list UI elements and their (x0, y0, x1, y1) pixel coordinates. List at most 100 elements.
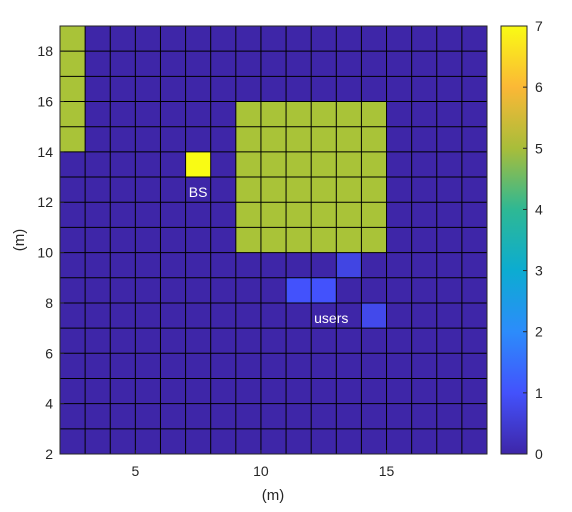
heatmap-cell (386, 227, 412, 253)
heatmap-cell (185, 302, 211, 329)
heatmap-cell (185, 177, 211, 203)
heatmap-cell (411, 403, 437, 429)
heatmap-cell (185, 126, 211, 152)
heatmap-cell (260, 353, 287, 379)
heatmap-cell (110, 302, 136, 329)
heatmap-cell (411, 26, 437, 52)
heatmap-cell (311, 177, 337, 203)
heatmap-cell (110, 51, 136, 77)
heatmap-cell (386, 101, 412, 127)
x-axis: 5 10 15 (131, 450, 395, 479)
heatmap-cell (436, 252, 462, 278)
heatmap-cell (110, 353, 136, 379)
heatmap-cell (235, 51, 261, 77)
heatmap-cell (311, 403, 337, 429)
heatmap-cell (235, 151, 261, 178)
heatmap-cell (85, 151, 111, 178)
heatmap-cell (60, 177, 86, 203)
heatmap-cell (210, 177, 236, 203)
heatmap-cell (260, 252, 287, 278)
heatmap-cell (160, 277, 186, 303)
heatmap-cell (260, 177, 287, 203)
heatmap-cell (461, 76, 487, 102)
heatmap-cell (85, 227, 111, 253)
heatmap-cell (235, 252, 261, 278)
heatmap-cell (210, 302, 236, 329)
heatmap-cell (185, 51, 211, 77)
heatmap-cell (210, 428, 236, 454)
heatmap-cell (160, 227, 186, 253)
heatmap-cell (110, 76, 136, 102)
heatmap-cell (386, 76, 412, 102)
heatmap-cell (110, 202, 136, 228)
heatmap-cell (235, 328, 261, 354)
y-tick-label: 6 (45, 345, 53, 361)
heatmap-cell (185, 277, 211, 303)
annotation-label: BS (189, 184, 208, 200)
heatmap-cell (60, 76, 86, 102)
heatmap-cell (336, 428, 362, 454)
heatmap-cell (185, 428, 211, 454)
heatmap-cell (411, 126, 437, 152)
x-tick-label: 15 (379, 463, 395, 479)
heatmap-cell (235, 76, 261, 102)
heatmap-cell (260, 76, 287, 102)
heatmap-cell (461, 26, 487, 52)
colorbar-tick-label: 2 (535, 324, 543, 340)
x-tick-label: 5 (131, 463, 139, 479)
heatmap-cell (210, 126, 236, 152)
heatmap-cell (235, 277, 261, 303)
heatmap-cell (110, 151, 136, 178)
heatmap-cell (336, 378, 362, 404)
heatmap-cell (260, 202, 287, 228)
heatmap-cell (461, 353, 487, 379)
heatmap-cell (461, 101, 487, 127)
heatmap-cell (361, 151, 387, 178)
heatmap-cell (286, 202, 312, 228)
heatmap-cell (386, 277, 412, 303)
heatmap-cell (361, 51, 387, 77)
heatmap-cell (60, 302, 86, 329)
heatmap-cell (361, 378, 387, 404)
heatmap-cell (336, 353, 362, 379)
heatmap-cell (260, 403, 287, 429)
heatmap-cell (85, 202, 111, 228)
heatmap-cell (386, 428, 412, 454)
heatmap-cell (135, 202, 161, 228)
heatmap-cell (210, 26, 236, 52)
colorbar-tick-label: 3 (535, 263, 543, 279)
heatmap-cell (336, 227, 362, 253)
heatmap-cell (311, 151, 337, 178)
y-tick-label: 8 (45, 295, 53, 311)
colorbar-gradient (500, 25, 528, 455)
heatmap-cell (436, 428, 462, 454)
heatmap-cell (210, 252, 236, 278)
heatmap-cell (160, 328, 186, 354)
heatmap-cell (185, 151, 211, 178)
heatmap-cell (110, 252, 136, 278)
heatmap-cell (311, 227, 337, 253)
heatmap-cell (60, 403, 86, 429)
heatmap-cell (60, 277, 86, 303)
heatmap-cell (411, 151, 437, 178)
heatmap-cell (85, 353, 111, 379)
heatmap-cell (160, 378, 186, 404)
heatmap-cell (436, 353, 462, 379)
heatmap-cell (436, 126, 462, 152)
heatmap-cell (461, 378, 487, 404)
heatmap-cell (60, 227, 86, 253)
y-tick-label: 2 (45, 446, 53, 462)
heatmap-cell (60, 101, 86, 127)
heatmap-cell (185, 227, 211, 253)
heatmap-cell (210, 277, 236, 303)
heatmap-cell (60, 428, 86, 454)
heatmap-cell (235, 302, 261, 329)
heatmap-cell (135, 378, 161, 404)
heatmap-cell (336, 277, 362, 303)
colorbar-tick-label: 5 (535, 140, 543, 156)
heatmap-cell (336, 403, 362, 429)
y-tick-label: 10 (37, 245, 53, 261)
heatmap-cell (85, 428, 111, 454)
y-axis-label: (m) (11, 229, 28, 252)
heatmap-cell (336, 202, 362, 228)
